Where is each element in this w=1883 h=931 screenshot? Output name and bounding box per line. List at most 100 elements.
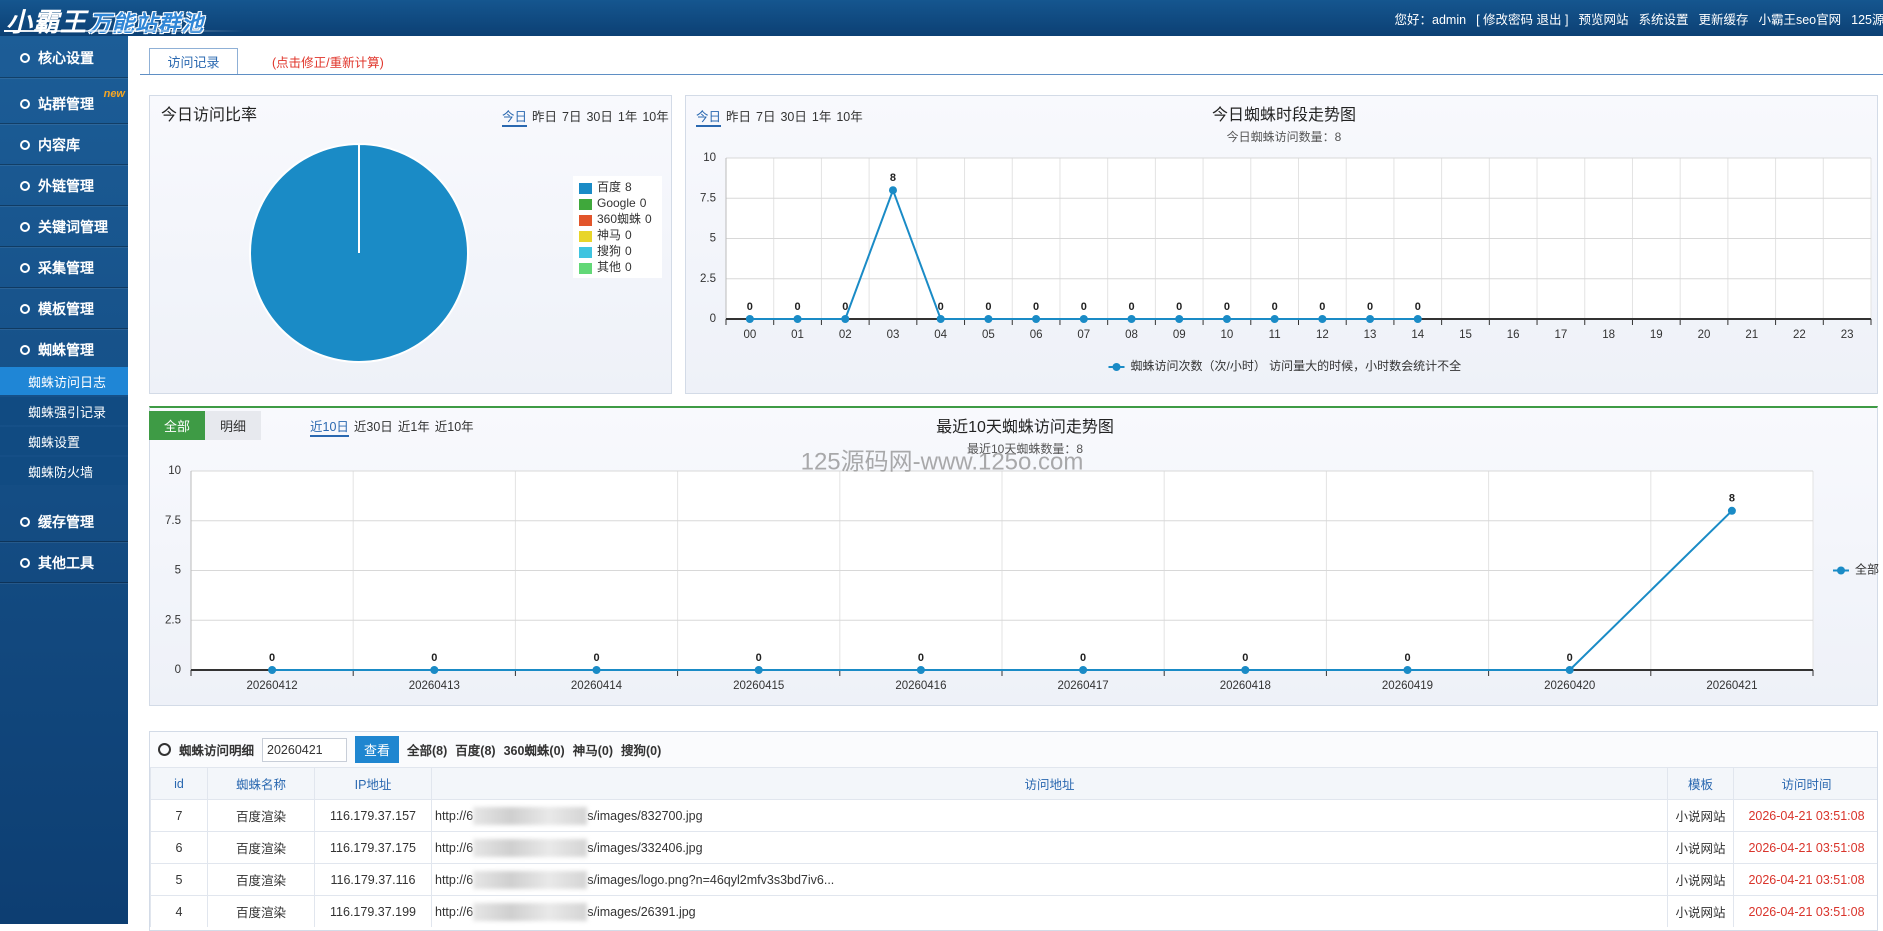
x-tick-label: 08	[1125, 329, 1138, 341]
ip-address: 116.179.37.199	[330, 904, 416, 919]
x-tick-label: 23	[1841, 329, 1854, 341]
range-link[interactable]: 30日	[780, 110, 807, 124]
legend-label: 神马	[597, 228, 621, 242]
y-tick-label: 7.5	[165, 515, 181, 527]
submenu-item[interactable]: 蜘蛛强引记录	[0, 397, 128, 425]
data-point	[754, 666, 763, 674]
menu-item[interactable]: 蜘蛛管理	[0, 330, 128, 370]
menu-icon	[20, 221, 30, 232]
visit-table-panel: 蜘蛛访问明细 20260421 查看 全部(8) 百度(8) 360蜘蛛(0) 神马(…	[149, 731, 1878, 931]
menu-item[interactable]: 其他工具	[0, 543, 128, 583]
range-link[interactable]: 10年	[836, 110, 863, 124]
legend-value: 0	[645, 212, 652, 226]
x-tick-label: 20260419	[1382, 680, 1433, 692]
table-cell: 小说网站	[1667, 800, 1733, 831]
range-link[interactable]: 近30日	[353, 420, 393, 434]
recalc-link[interactable]: (点击修正/重新计算)	[272, 56, 384, 70]
table-cell: 百度渲染	[207, 864, 314, 895]
nav-link[interactable]: 预览网站	[1578, 12, 1629, 27]
view-tab[interactable]: 全部	[149, 411, 205, 440]
range-link[interactable]: 今日	[502, 106, 528, 127]
range-link[interactable]: 近1年	[397, 420, 430, 434]
row-id: 7	[175, 808, 183, 823]
view-tab[interactable]: 明细	[205, 411, 261, 440]
filter-link[interactable]: 搜狗(0)	[621, 744, 662, 758]
visit-time: 2026-04-21 03:51:08	[1748, 840, 1865, 855]
data-point	[1318, 315, 1327, 323]
legend-label: Google	[597, 196, 636, 210]
url-tail: s/images/832700.jpg	[587, 808, 703, 823]
range-link[interactable]: 1年	[617, 110, 638, 124]
tab[interactable]: 访问记录	[149, 48, 238, 75]
table-row: 6 百度渲染 116.179.37.175 http://6 s/images/3324…	[150, 831, 1877, 863]
legend-value: 0	[625, 244, 632, 258]
data-label: 0	[1272, 301, 1278, 313]
logo[interactable]: 小霸王万能站群池	[6, 2, 204, 39]
menu-item[interactable]: 采集管理	[0, 248, 128, 288]
table-cell: 7	[150, 800, 207, 831]
submenu-item[interactable]: 蜘蛛设置	[0, 427, 128, 455]
menu-item[interactable]: 内容库	[0, 125, 128, 165]
pie-panel: 今日访问比率 百度 8 Google 0 360蜘蛛 0 神马 0 搜狗 0 其他 0 今日 昨日 7日 30…	[149, 95, 672, 394]
range-link[interactable]: 10年	[642, 110, 669, 124]
menu-item[interactable]: 外链管理	[0, 166, 128, 206]
range-link[interactable]: 近10年	[434, 420, 474, 434]
range-link[interactable]: 昨日	[532, 110, 558, 124]
range-link[interactable]: 7日	[756, 110, 776, 124]
data-point	[841, 315, 850, 323]
menu-label: 内容库	[38, 136, 80, 153]
table-cell: 2026-04-21 03:51:08	[1733, 832, 1879, 863]
date-input[interactable]: 20260421	[262, 737, 348, 762]
x-tick-label: 12	[1316, 329, 1329, 341]
menu-label: 缓存管理	[38, 513, 94, 530]
filter-link[interactable]: 全部(8)	[407, 744, 448, 758]
filter-link[interactable]: 神马(0)	[572, 744, 613, 758]
data-point	[1413, 315, 1422, 323]
submenu-item[interactable]: 蜘蛛防火墙	[0, 457, 128, 485]
y-tick-label: 0	[175, 664, 181, 676]
menu-item[interactable]: 站群管理 new	[0, 84, 128, 124]
nav-link[interactable]: 您好：admin	[1394, 12, 1467, 27]
legend-label: 搜狗	[597, 243, 621, 258]
menu-icon	[20, 262, 30, 273]
table-cell: 小说网站	[1667, 832, 1733, 863]
range-link[interactable]: 近10日	[310, 416, 349, 437]
chart-subtitle: 最近10天蜘蛛数量：8	[967, 441, 1083, 456]
nav-link[interactable]: 125源码	[1851, 12, 1883, 27]
x-tick-label: 02	[839, 329, 852, 341]
legend-swatch	[579, 215, 592, 226]
data-label: 8	[1729, 493, 1735, 505]
nav-link[interactable]: [ 修改密码 退出 ]	[1476, 12, 1569, 27]
data-point	[1403, 666, 1412, 674]
legend-entry: 全部	[1855, 562, 1879, 577]
menu-label: 核心设置	[38, 49, 94, 66]
nav-link[interactable]: 小霸王seo官网	[1758, 12, 1842, 27]
menu-item[interactable]: 核心设置	[0, 38, 128, 78]
x-tick-label: 18	[1602, 329, 1615, 341]
table-row: 7 百度渲染 116.179.37.157 http://6 s/images/8327…	[150, 799, 1877, 831]
submenu-item[interactable]: 蜘蛛访问日志	[0, 367, 128, 395]
menu-item[interactable]: 关键词管理	[0, 207, 128, 247]
filter-link[interactable]: 百度(8)	[455, 744, 496, 758]
table-title: 蜘蛛访问明细	[179, 744, 255, 758]
table-toolbar: 蜘蛛访问明细 20260421 查看 全部(8) 百度(8) 360蜘蛛(0) 神马(…	[150, 732, 1877, 767]
legend-entry: 神马 0	[597, 228, 632, 242]
range-link[interactable]: 7日	[562, 110, 582, 124]
menu-item[interactable]: 模板管理	[0, 289, 128, 329]
filter-link[interactable]: 360蜘蛛(0)	[503, 744, 565, 758]
visit-time: 2026-04-21 03:51:08	[1748, 904, 1865, 919]
template-name: 小说网站	[1675, 906, 1726, 920]
range-link[interactable]: 30日	[586, 110, 613, 124]
range-link[interactable]: 昨日	[726, 110, 752, 124]
range-link[interactable]: 1年	[811, 110, 832, 124]
view-button[interactable]: 查看	[355, 736, 400, 763]
data-point	[268, 666, 277, 674]
nav-link[interactable]: 更新缓存	[1698, 12, 1749, 27]
nav-link[interactable]: 系统设置	[1638, 12, 1689, 27]
legend-value: 8	[625, 180, 632, 194]
range-link[interactable]: 今日	[696, 106, 722, 127]
data-point	[1079, 315, 1088, 323]
menu-item[interactable]: 缓存管理	[0, 502, 128, 542]
x-tick-label: 20260415	[733, 680, 784, 692]
